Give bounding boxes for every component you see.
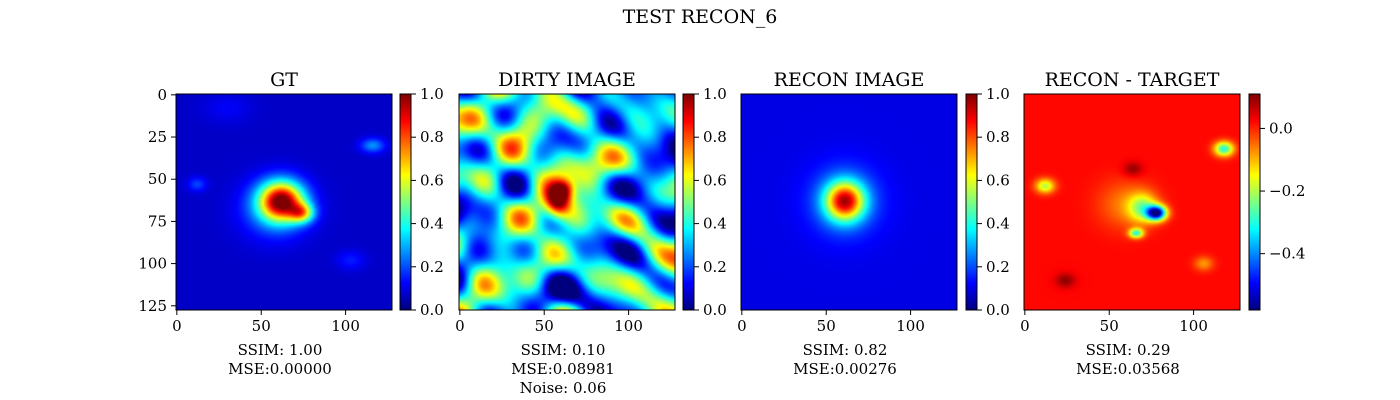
colorbar-tick-label: 1.0: [703, 85, 727, 103]
metric-annotation: SSIM: 1.00: [238, 341, 323, 359]
metric-annotation: MSE:0.08981: [511, 360, 615, 378]
axes-frame: [1023, 93, 1241, 311]
metric-annotation: SSIM: 0.82: [803, 341, 888, 359]
y-tick-label: 50: [148, 170, 167, 188]
heatmap-image: [741, 94, 957, 310]
axes-frame: [740, 93, 958, 311]
panel-gt: GT 0 50 100 0 25 50 75 100 125 0.0 0.2 0.4 0.6 0.8 1.0 S…: [138, 69, 444, 378]
colorbar-tick-label: −0.2: [1269, 182, 1305, 200]
figure-title: TEST RECON_6: [623, 6, 778, 28]
y-tick-label: 125: [138, 297, 167, 315]
colorbar-tick-label: 0.8: [703, 128, 727, 146]
y-tick-label: 75: [148, 212, 167, 230]
colorbar-tick-label: 0.8: [420, 128, 444, 146]
colorbar-tick-label: 1.0: [986, 85, 1010, 103]
heatmap-image: [1024, 94, 1240, 310]
metric-annotation: MSE:0.00000: [228, 360, 332, 378]
metric-annotation: Noise: 0.06: [520, 379, 607, 397]
colorbar-tick-label: 0.4: [986, 215, 1010, 233]
panel-title: RECON IMAGE: [774, 69, 925, 91]
metric-annotation: MSE:0.03568: [1076, 360, 1180, 378]
colorbar: [1248, 93, 1261, 311]
colorbar: [399, 93, 412, 311]
colorbar-tick-label: 0.0: [1269, 119, 1293, 137]
axes-frame: [458, 93, 676, 311]
y-tick-label: 25: [148, 128, 167, 146]
panel-title: GT: [270, 69, 298, 91]
panel-title: RECON - TARGET: [1045, 69, 1220, 91]
metric-annotation: MSE:0.00276: [793, 360, 897, 378]
x-tick-label: 100: [614, 317, 643, 335]
heatmap-image: [176, 94, 392, 310]
colorbar: [965, 93, 978, 311]
colorbar-tick-label: 0.2: [703, 258, 727, 276]
colorbar-tick-label: 0.6: [420, 171, 444, 189]
colorbar-tick-label: 0.0: [703, 301, 727, 319]
y-tick-label: 100: [138, 255, 167, 273]
panel-recon-image: RECON IMAGE 0 50 100 0.0 0.2 0.4 0.6 0.8 1.0 SSIM:…: [737, 69, 1010, 378]
x-tick-label: 0: [455, 317, 465, 335]
colorbar: [682, 93, 695, 311]
panel-recon-minus-target: RECON - TARGET 0 50 100 0.0 −0.2 −0.4 SSIM: 0.2…: [1020, 69, 1305, 378]
colorbar-tick-label: 0.4: [420, 215, 444, 233]
x-tick-label: 100: [896, 317, 925, 335]
x-tick-label: 0: [172, 317, 182, 335]
colorbar-tick-label: 0.8: [986, 128, 1010, 146]
colorbar-tick-label: 0.2: [420, 258, 444, 276]
x-tick-label: 50: [535, 317, 554, 335]
colorbar-tick-label: 0.0: [420, 301, 444, 319]
y-tick-label: 0: [157, 86, 167, 104]
metric-annotation: SSIM: 0.10: [521, 341, 606, 359]
x-tick-label: 0: [1020, 317, 1030, 335]
colorbar-tick-label: 0.6: [986, 171, 1010, 189]
x-tick-label: 50: [817, 317, 836, 335]
heatmap-image: [459, 94, 675, 310]
colorbar-tick-label: 1.0: [420, 85, 444, 103]
x-tick-label: 100: [1179, 317, 1208, 335]
colorbar-tick-label: 0.4: [703, 215, 727, 233]
metric-annotation: SSIM: 0.29: [1086, 341, 1171, 359]
axes-frame: [175, 93, 393, 311]
colorbar-tick-label: 0.0: [986, 301, 1010, 319]
panel-title: DIRTY IMAGE: [498, 69, 636, 91]
colorbar-tick-label: 0.6: [703, 171, 727, 189]
x-tick-label: 50: [1100, 317, 1119, 335]
x-tick-label: 100: [331, 317, 360, 335]
colorbar-tick-label: 0.2: [986, 258, 1010, 276]
colorbar-tick-label: −0.4: [1269, 245, 1305, 263]
x-tick-label: 50: [252, 317, 271, 335]
panel-dirty-image: DIRTY IMAGE 0 50 100 0.0 0.2 0.4 0.6 0.8 1.0 SSIM:…: [455, 69, 727, 397]
x-tick-label: 0: [737, 317, 747, 335]
